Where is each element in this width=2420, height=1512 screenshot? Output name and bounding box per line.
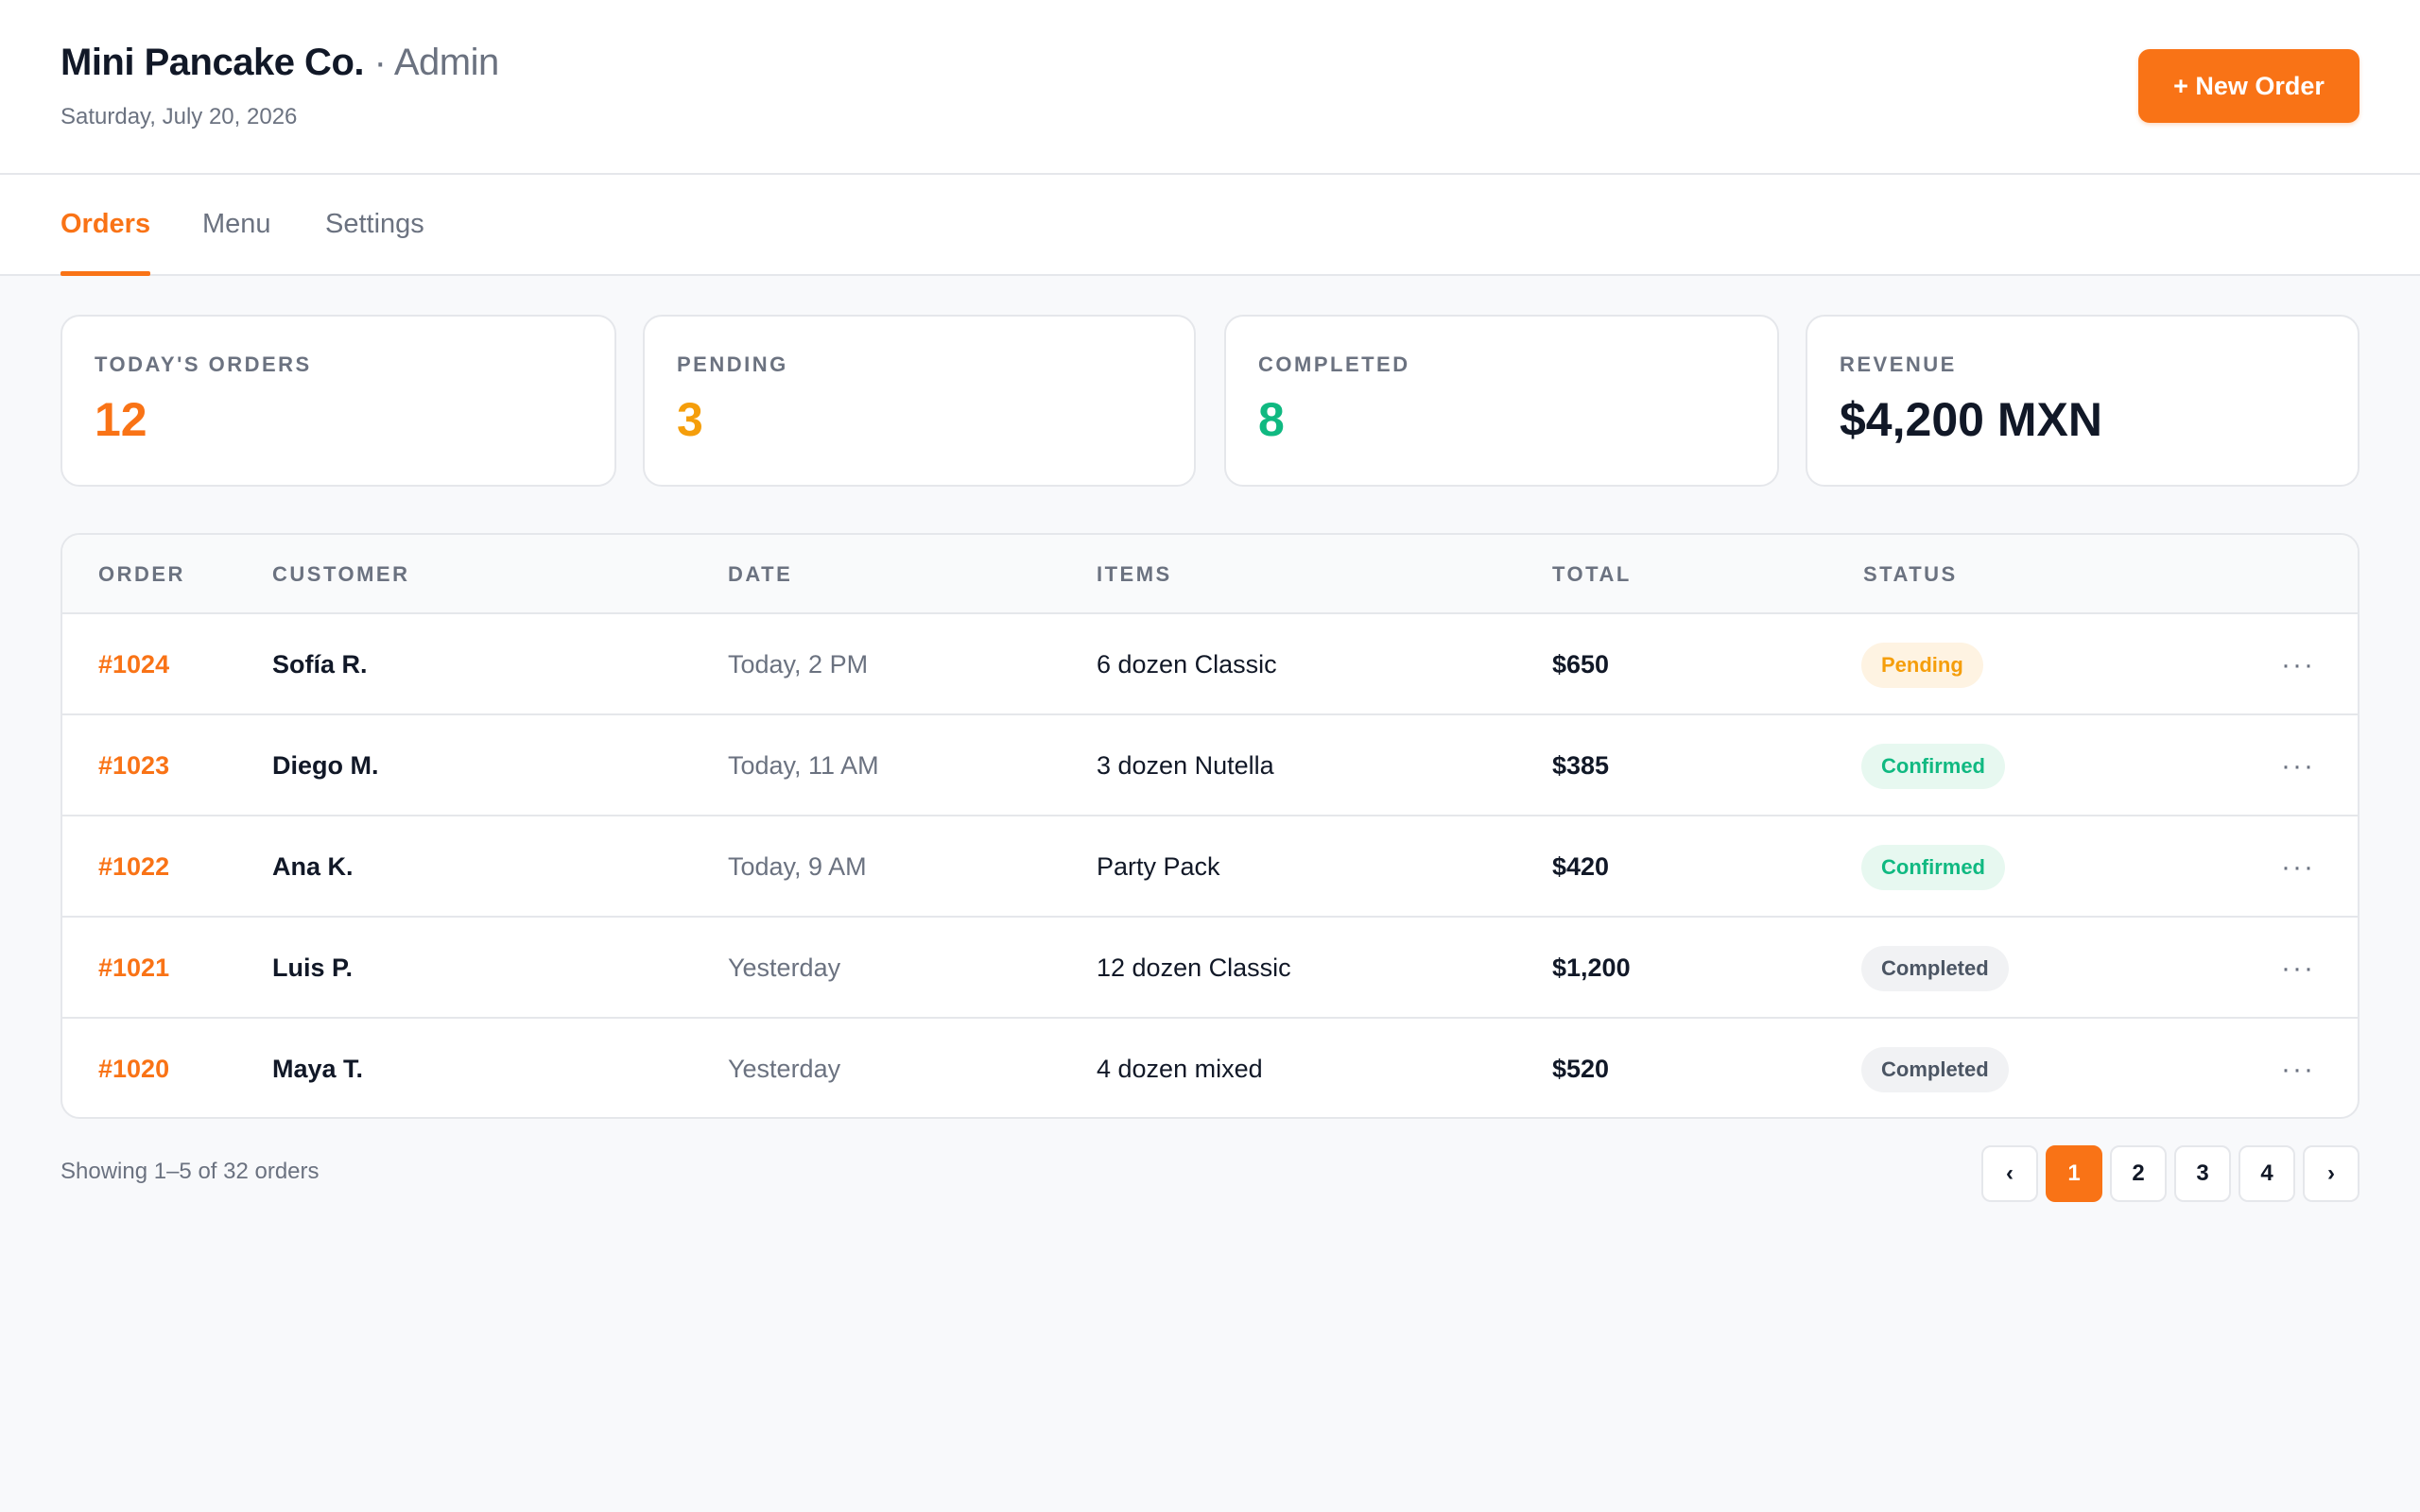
order-date: Yesterday	[728, 1055, 841, 1083]
customer-name: Diego M.	[272, 751, 379, 780]
order-total: $650	[1552, 650, 1610, 679]
column-header-items[interactable]: ITEMS	[1097, 562, 1172, 586]
pagination-next-button[interactable]: ›	[2303, 1145, 2360, 1202]
pagination-page-3[interactable]: 3	[2174, 1145, 2231, 1202]
status-cell: Pending	[1861, 614, 1983, 715]
status-badge: Confirmed	[1861, 844, 2005, 890]
order-items: 4 dozen mixed	[1097, 1055, 1263, 1083]
table-row[interactable]: #1024 Sofía R. Today, 2 PM 6 dozen Class…	[62, 614, 2358, 715]
stat-value: 3	[677, 393, 703, 446]
order-id-link[interactable]: #1022	[98, 852, 170, 881]
stat-label: COMPLETED	[1258, 352, 1410, 376]
more-horizontal-icon[interactable]: ···	[2281, 1053, 2315, 1085]
customer-name: Sofía R.	[272, 650, 368, 679]
order-date: Yesterday	[728, 954, 841, 982]
order-total: $420	[1552, 852, 1610, 881]
table-row[interactable]: #1021 Luis P. Yesterday 12 dozen Classic…	[62, 918, 2358, 1019]
order-date: Today, 2 PM	[728, 650, 869, 679]
tab-menu[interactable]: Menu	[202, 209, 271, 239]
column-header-date[interactable]: DATE	[728, 562, 793, 586]
status-cell: Confirmed	[1861, 816, 2005, 918]
app-title: Mini Pancake Co. · Admin	[60, 42, 499, 84]
order-total: $1,200	[1552, 954, 1631, 982]
pagination-page-4[interactable]: 4	[2238, 1145, 2295, 1202]
showing-count: Showing 1–5 of 32 orders	[60, 1159, 320, 1184]
status-badge: Completed	[1861, 1046, 2009, 1092]
status-cell: Completed	[1861, 918, 2009, 1019]
table-header: ORDER CUSTOMER DATE ITEMS TOTAL STATUS	[62, 535, 2358, 614]
pagination-page-2[interactable]: 2	[2110, 1145, 2167, 1202]
stat-value: 12	[95, 393, 147, 446]
column-header-order[interactable]: ORDER	[98, 562, 185, 586]
order-date: Today, 11 AM	[728, 751, 879, 780]
status-badge: Pending	[1861, 642, 1983, 688]
more-horizontal-icon[interactable]: ···	[2281, 648, 2315, 680]
stat-card-todays-orders: TODAY'S ORDERS 12	[60, 315, 616, 487]
order-id-link[interactable]: #1020	[98, 1055, 170, 1083]
stat-card-revenue: REVENUE $4,200 MXN	[1806, 315, 2360, 487]
order-items: 6 dozen Classic	[1097, 650, 1277, 679]
brand-name: Mini Pancake Co.	[60, 42, 364, 83]
orders-table: ORDER CUSTOMER DATE ITEMS TOTAL STATUS #…	[60, 533, 2360, 1119]
order-total: $520	[1552, 1055, 1610, 1083]
order-id-link[interactable]: #1024	[98, 650, 170, 679]
order-items: 12 dozen Classic	[1097, 954, 1291, 982]
stat-label: PENDING	[677, 352, 788, 376]
order-items: Party Pack	[1097, 852, 1220, 881]
pagination-prev-button[interactable]: ‹	[1981, 1145, 2038, 1202]
order-id-link[interactable]: #1021	[98, 954, 170, 982]
order-items: 3 dozen Nutella	[1097, 751, 1274, 780]
stat-label: TODAY'S ORDERS	[95, 352, 312, 376]
column-header-status[interactable]: STATUS	[1863, 562, 1958, 586]
more-horizontal-icon[interactable]: ···	[2281, 749, 2315, 782]
order-total: $385	[1552, 751, 1610, 780]
tab-bar: Orders Menu Settings	[0, 175, 2420, 276]
tab-orders[interactable]: Orders	[60, 175, 151, 276]
order-date: Today, 9 AM	[728, 852, 867, 881]
status-badge: Completed	[1861, 945, 2009, 991]
status-badge: Confirmed	[1861, 743, 2005, 789]
customer-name: Luis P.	[272, 954, 354, 982]
table-row[interactable]: #1023 Diego M. Today, 11 AM 3 dozen Nute…	[62, 715, 2358, 816]
stat-card-pending: PENDING 3	[643, 315, 1196, 487]
role-label: Admin	[393, 42, 499, 83]
stat-card-completed: COMPLETED 8	[1224, 315, 1779, 487]
stat-value: $4,200 MXN	[1840, 393, 2102, 446]
pagination-page-1[interactable]: 1	[2046, 1145, 2102, 1202]
new-order-button[interactable]: + New Order	[2138, 49, 2360, 123]
customer-name: Maya T.	[272, 1055, 364, 1083]
title-separator: ·	[363, 42, 394, 83]
more-horizontal-icon[interactable]: ···	[2281, 850, 2315, 883]
app-header: Mini Pancake Co. · Admin Saturday, July …	[0, 0, 2420, 175]
status-cell: Confirmed	[1861, 715, 2005, 816]
order-id-link[interactable]: #1023	[98, 751, 170, 780]
status-cell: Completed	[1861, 1019, 2009, 1117]
more-horizontal-icon[interactable]: ···	[2281, 952, 2315, 984]
stat-label: REVENUE	[1840, 352, 1957, 376]
tab-settings[interactable]: Settings	[325, 209, 424, 239]
current-date: Saturday, July 20, 2026	[60, 104, 298, 129]
table-row[interactable]: #1020 Maya T. Yesterday 4 dozen mixed $5…	[62, 1019, 2358, 1117]
stat-value: 8	[1258, 393, 1285, 446]
customer-name: Ana K.	[272, 852, 354, 881]
column-header-total[interactable]: TOTAL	[1552, 562, 1632, 586]
table-row[interactable]: #1022 Ana K. Today, 9 AM Party Pack $420…	[62, 816, 2358, 918]
column-header-customer[interactable]: CUSTOMER	[272, 562, 410, 586]
